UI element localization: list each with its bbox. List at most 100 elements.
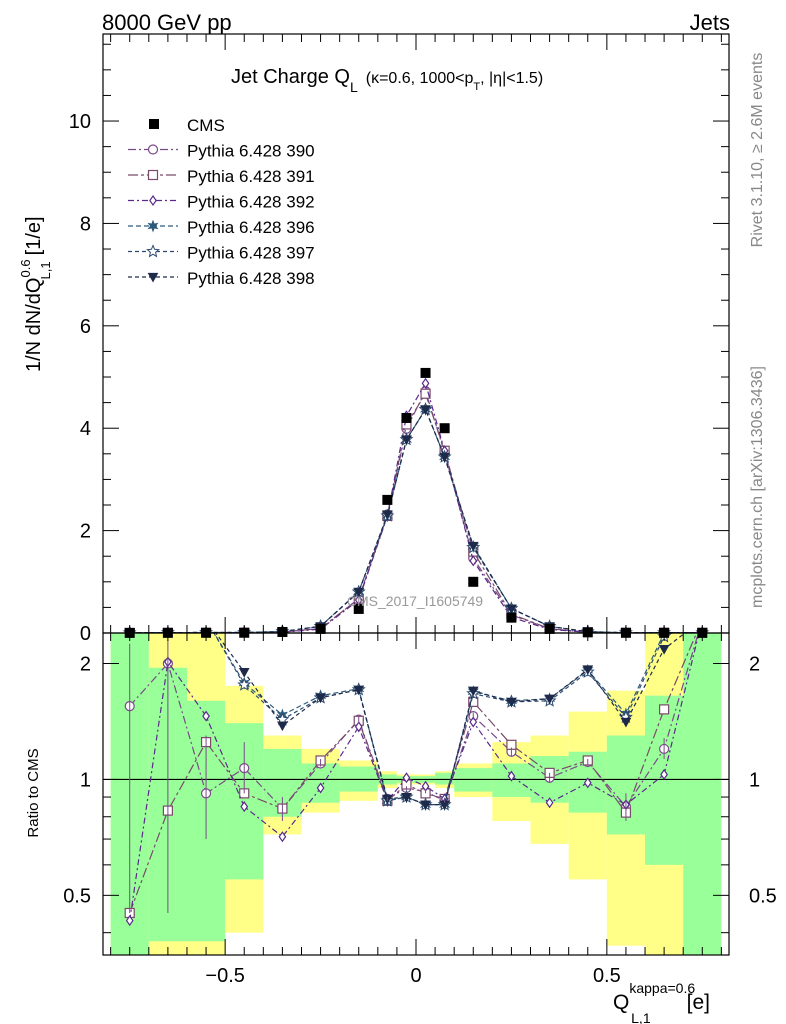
ratio-line-1 [129,633,698,914]
title-rest-b: , |η|<1.5) [480,70,543,87]
ratio-marker [582,665,594,675]
ratio-marker [354,721,363,733]
ratio-marker [315,693,326,704]
x-tick-label: −0.5 [205,965,244,987]
legend-cms-label: CMS [187,116,225,135]
y-tick-label: 4 [80,418,91,440]
xlabel-sup: kappa=0.6 [629,980,695,996]
y-tick-label: 8 [80,213,91,235]
band-inner-bin [683,633,722,955]
watermark: CMS_2017_I1605749 [347,593,483,609]
ratio-line-2 [129,633,700,921]
ratio-marker [469,716,478,728]
ratio-marker [353,685,365,696]
ratio-line-0 [129,633,699,810]
ratio-y-tick-label: 1 [80,769,91,791]
cms-data-point [420,367,431,378]
cms-data-point [468,576,479,587]
y-tick-label: 6 [80,316,91,338]
header-left: 8000 GeV pp [102,10,232,35]
ratio-marker [544,694,555,705]
ratio-y-tick-label: 0.5 [63,885,91,907]
ratio-marker [420,800,431,811]
y-tick-label: 2 [80,521,91,543]
ratio-line-5 [215,633,686,806]
ratio-marker [506,697,517,708]
rivet-label: Rivet 3.1.10, ≥ 2.6M events [749,53,766,248]
legend-label: Pythia 6.428 398 [187,269,315,288]
ratio-series-layer [124,633,700,927]
legend-label: Pythia 6.428 390 [187,142,315,161]
x-tick-label: 0 [410,965,421,987]
main-marker [382,510,393,521]
ratio-marker [402,772,411,784]
ratio-marker [545,797,554,809]
main-marker [469,555,478,567]
ratio-marker [238,667,250,678]
ylabel-unit: [1/e] [23,216,45,255]
legend-marker [147,219,159,233]
main-marker [353,587,365,598]
title-rest-a: (κ=0.6, 1000<p [366,70,474,87]
legend-label: Pythia 6.428 391 [187,167,315,186]
title-rest-sub: T [473,81,480,93]
ylabel-main: 1/N dN/dQ [23,278,45,372]
xlabel-sub: L,1 [631,1010,651,1024]
mcplots-label: mcplots.cern.ch [arXiv:1306.3436] [749,366,766,608]
legend-label: Pythia 6.428 397 [187,244,315,263]
ratio-marker [277,721,288,732]
ratio-y-tick-label-right: 2 [749,653,760,675]
band-inner-bin [645,695,684,865]
ratio-marker [237,677,252,691]
ratio-marker [278,831,287,843]
main-marker [420,405,431,415]
legend-marker [147,169,159,181]
legend-label: Pythia 6.428 392 [187,193,315,212]
legend-marker [149,194,157,207]
cms-data-point [401,412,412,423]
main-marker [421,377,430,389]
cms-data-point [439,423,450,434]
main-marker [439,452,450,463]
ratio-marker [583,777,592,789]
ratio-marker [401,792,412,803]
ratio-y-tick-label: 2 [80,653,91,675]
xlabel-main: Q [613,991,629,1014]
legend: CMS Pythia 6.428 390 Pythia 6.428 391 Pythi… [128,116,315,288]
ratio-marker [316,782,325,794]
ratio-y-tick-label-right: 1 [749,769,760,791]
ratio-marker [660,768,668,781]
ratio-line-4 [213,633,674,806]
y-axis-label: 1/N dN/dQ0.6 L,1 [1/e] [18,216,53,372]
ratio-marker [202,710,210,722]
axes-layer: −0.5 0 0.5 0 2 4 6 8 10 0.5 0.5 1 1 2 2 [63,33,777,987]
cms-data-point [353,603,364,614]
legend-marker [147,144,159,155]
ylabel-sub: L,1 [38,261,53,279]
main-marker [420,388,431,399]
ratio-marker [467,686,479,697]
x-axis-label: Qkappa=0.6 L,1 [e] [613,980,710,1024]
ratio-marker [659,704,670,715]
ratio-y-label: Ratio to CMS [25,748,42,837]
y-tick-label: 0 [80,623,91,645]
header-right: Jets [690,10,730,35]
legend-marker [147,272,159,283]
cms-data-point [382,494,393,505]
main-marker [506,604,517,615]
title-sub: L [350,79,358,95]
y-tick-label: 10 [69,111,91,133]
ratio-marker [125,915,134,927]
ratio-y-tick-label-right: 0.5 [749,885,777,907]
title-main: Jet Charge Q [231,66,350,88]
ylabel-sup: 0.6 [18,259,33,277]
x-tick-label: 0.5 [593,965,621,987]
legend-marker [146,244,160,258]
main-marker [401,435,412,446]
xlabel-unit: [e] [687,991,710,1014]
legend-label: Pythia 6.428 396 [187,218,315,237]
band-inner-bin [435,772,455,785]
chart-title: Jet Charge QL (κ=0.6, 1000<pT, |η|<1.5) [231,66,543,95]
ratio-marker [620,717,632,728]
